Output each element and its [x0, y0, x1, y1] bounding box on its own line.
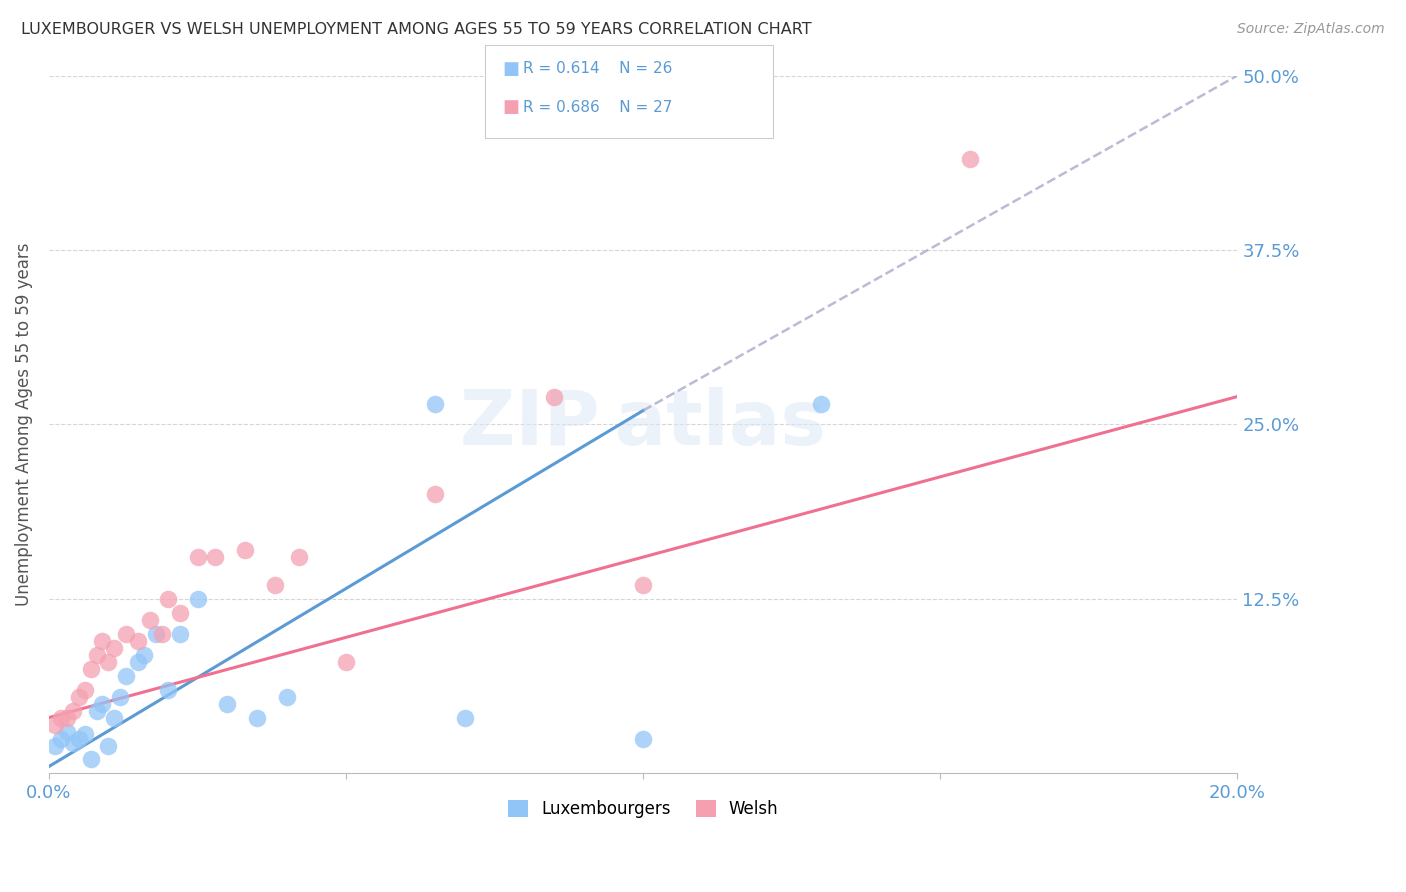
Text: ■: ■	[502, 60, 519, 78]
Point	[103, 710, 125, 724]
Point	[86, 648, 108, 662]
Point	[186, 591, 208, 606]
Point	[73, 727, 96, 741]
Text: ■: ■	[502, 98, 519, 116]
Point	[115, 627, 138, 641]
Point	[287, 550, 309, 565]
Text: R = 0.686    N = 27: R = 0.686 N = 27	[523, 100, 672, 114]
Point	[62, 704, 84, 718]
Point	[631, 578, 654, 592]
Point	[959, 153, 981, 167]
Point	[263, 578, 285, 592]
Point	[44, 739, 66, 753]
Point	[169, 627, 191, 641]
Point	[186, 550, 208, 565]
Point	[156, 591, 179, 606]
Text: Source: ZipAtlas.com: Source: ZipAtlas.com	[1237, 22, 1385, 37]
Text: R = 0.614    N = 26: R = 0.614 N = 26	[523, 62, 672, 76]
Point	[454, 710, 477, 724]
Point	[67, 690, 90, 704]
Point	[132, 648, 155, 662]
Point	[73, 682, 96, 697]
Point	[246, 710, 269, 724]
Point	[56, 710, 79, 724]
Point	[145, 627, 167, 641]
Point	[425, 487, 447, 501]
Point	[115, 669, 138, 683]
Point	[204, 550, 226, 565]
Point	[79, 662, 101, 676]
Legend: Luxembourgers, Welsh: Luxembourgers, Welsh	[501, 793, 785, 824]
Point	[156, 682, 179, 697]
Text: ZIP atlas: ZIP atlas	[460, 387, 827, 461]
Point	[56, 724, 79, 739]
Point	[49, 731, 72, 746]
Text: LUXEMBOURGER VS WELSH UNEMPLOYMENT AMONG AGES 55 TO 59 YEARS CORRELATION CHART: LUXEMBOURGER VS WELSH UNEMPLOYMENT AMONG…	[21, 22, 811, 37]
Point	[79, 752, 101, 766]
Point	[150, 627, 173, 641]
Point	[103, 640, 125, 655]
Point	[91, 697, 114, 711]
Point	[86, 704, 108, 718]
Point	[97, 739, 120, 753]
Point	[62, 736, 84, 750]
Point	[67, 731, 90, 746]
Point	[97, 655, 120, 669]
Point	[49, 710, 72, 724]
Point	[127, 633, 149, 648]
Point	[110, 690, 132, 704]
Point	[169, 606, 191, 620]
Point	[139, 613, 162, 627]
Point	[217, 697, 239, 711]
Point	[543, 390, 565, 404]
Point	[276, 690, 298, 704]
Point	[44, 717, 66, 731]
Point	[127, 655, 149, 669]
Point	[425, 396, 447, 410]
Point	[91, 633, 114, 648]
Y-axis label: Unemployment Among Ages 55 to 59 years: Unemployment Among Ages 55 to 59 years	[15, 243, 32, 607]
Point	[233, 543, 256, 558]
Point	[335, 655, 357, 669]
Point	[810, 396, 832, 410]
Point	[631, 731, 654, 746]
